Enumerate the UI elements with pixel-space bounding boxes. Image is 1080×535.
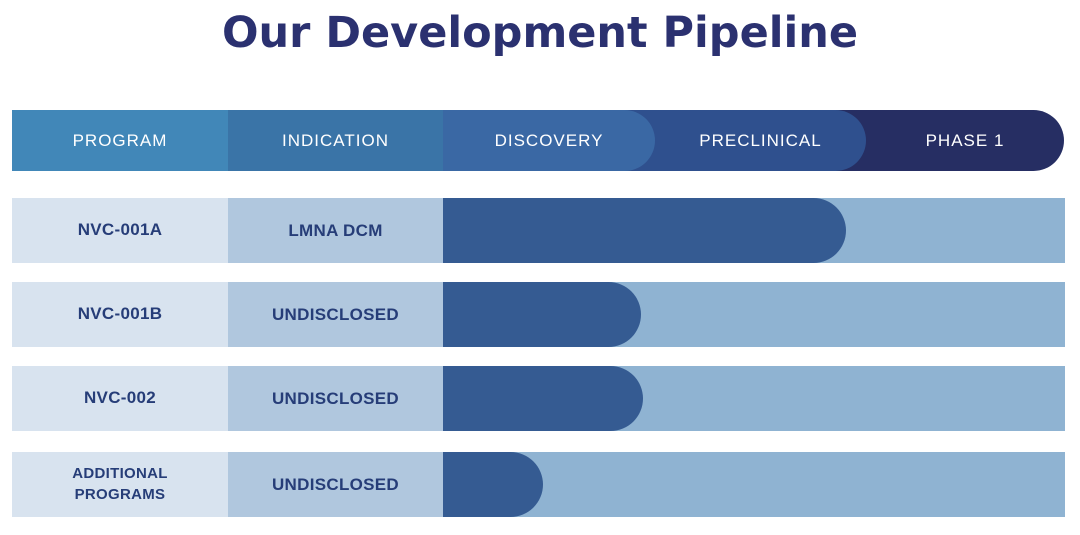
- progress-track: [443, 198, 1065, 263]
- program-cell: NVC-002: [12, 366, 228, 431]
- indication-cell: UNDISCLOSED: [228, 452, 443, 517]
- stage-discovery-pill: [443, 110, 655, 171]
- pipeline-row-nvc-001b: NVC-001B UNDISCLOSED: [12, 282, 1065, 347]
- pipeline-header: PROGRAM INDICATION DISCOVERY PRECLINICAL…: [12, 110, 1064, 171]
- program-cell: NVC-001A: [12, 198, 228, 263]
- pipeline-row-nvc-002: NVC-002 UNDISCLOSED: [12, 366, 1065, 431]
- program-cell: NVC-001B: [12, 282, 228, 347]
- page-title: Our Development Pipeline: [221, 8, 858, 58]
- stage-label-preclinical: PRECLINICAL: [699, 130, 822, 150]
- progress-track: [443, 366, 1065, 431]
- progress-track: [443, 452, 1065, 517]
- stage-label-phase1: PHASE 1: [925, 130, 1005, 150]
- program-label: NVC-001B: [77, 304, 163, 324]
- indication-cell: UNDISCLOSED: [228, 366, 443, 431]
- program-cell: ADDITIONAL PROGRAMS: [12, 452, 228, 517]
- program-label: NVC-002: [83, 388, 157, 408]
- progress-bar: [443, 452, 543, 517]
- indication-cell: UNDISCLOSED: [228, 282, 443, 347]
- indication-cell: LMNA DCM: [228, 198, 443, 263]
- pipeline-row-additional-programs: ADDITIONAL PROGRAMS UNDISCLOSED: [12, 452, 1065, 517]
- progress-bar: [443, 366, 643, 431]
- progress-bar: [443, 282, 641, 347]
- pipeline-row-nvc-001a: NVC-001A LMNA DCM: [12, 198, 1065, 263]
- program-label: NVC-001A: [77, 220, 163, 240]
- progress-bar: [443, 198, 846, 263]
- program-label: ADDITIONAL PROGRAMS: [72, 465, 168, 503]
- header-stage-track: DISCOVERY PRECLINICAL PHASE 1: [443, 110, 1064, 171]
- stage-label-discovery: DISCOVERY: [494, 130, 604, 150]
- progress-track: [443, 282, 1065, 347]
- header-program-cell: PROGRAM: [12, 110, 228, 171]
- header-indication-cell: INDICATION: [228, 110, 443, 171]
